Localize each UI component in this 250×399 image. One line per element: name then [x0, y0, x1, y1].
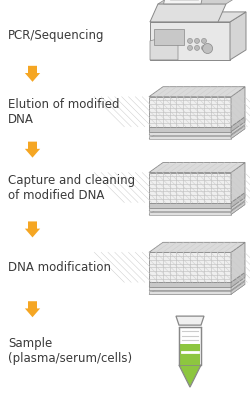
Circle shape — [188, 38, 192, 43]
Polygon shape — [149, 201, 245, 211]
Polygon shape — [231, 193, 245, 207]
Polygon shape — [149, 132, 231, 135]
Polygon shape — [149, 242, 245, 252]
Polygon shape — [149, 203, 231, 207]
Polygon shape — [231, 194, 245, 207]
Polygon shape — [149, 277, 245, 286]
Polygon shape — [231, 117, 245, 132]
Polygon shape — [150, 12, 246, 22]
Polygon shape — [149, 280, 245, 290]
Polygon shape — [231, 281, 245, 294]
Circle shape — [194, 38, 200, 43]
Polygon shape — [25, 301, 40, 317]
Polygon shape — [149, 207, 231, 211]
Polygon shape — [149, 125, 245, 135]
Polygon shape — [149, 87, 245, 97]
Polygon shape — [149, 287, 231, 290]
Polygon shape — [150, 22, 230, 60]
Polygon shape — [25, 221, 40, 237]
Polygon shape — [231, 126, 245, 139]
Polygon shape — [149, 127, 231, 132]
Bar — [180, 344, 200, 365]
Polygon shape — [149, 129, 245, 139]
Bar — [154, 29, 184, 45]
Circle shape — [202, 45, 206, 50]
Polygon shape — [149, 203, 231, 207]
Polygon shape — [149, 284, 245, 294]
Polygon shape — [231, 273, 245, 286]
Polygon shape — [176, 316, 204, 325]
Text: Sample
(plasma/serum/cells): Sample (plasma/serum/cells) — [8, 337, 132, 365]
Circle shape — [202, 38, 206, 43]
Polygon shape — [149, 282, 231, 287]
Polygon shape — [149, 162, 245, 172]
Circle shape — [194, 45, 200, 50]
Text: DNA modification: DNA modification — [8, 261, 111, 274]
Polygon shape — [179, 365, 201, 387]
Polygon shape — [231, 277, 245, 290]
Bar — [179, 327, 201, 365]
Polygon shape — [158, 0, 236, 4]
Polygon shape — [149, 291, 231, 294]
Polygon shape — [231, 118, 245, 131]
Polygon shape — [231, 273, 245, 287]
Polygon shape — [231, 198, 245, 211]
Polygon shape — [164, 0, 204, 4]
Polygon shape — [150, 4, 226, 22]
Polygon shape — [25, 66, 40, 82]
Text: Elution of modified
DNA: Elution of modified DNA — [8, 98, 119, 126]
Polygon shape — [149, 252, 231, 282]
Polygon shape — [25, 142, 40, 158]
Polygon shape — [149, 128, 231, 131]
Polygon shape — [231, 122, 245, 135]
Polygon shape — [149, 136, 231, 139]
Text: Capture and cleaning
of modified DNA: Capture and cleaning of modified DNA — [8, 174, 135, 201]
Polygon shape — [149, 121, 245, 131]
Polygon shape — [149, 197, 245, 207]
Polygon shape — [149, 283, 231, 286]
Polygon shape — [149, 205, 245, 215]
Polygon shape — [231, 87, 245, 127]
Polygon shape — [230, 12, 246, 60]
Polygon shape — [150, 33, 178, 60]
Polygon shape — [149, 172, 231, 203]
Polygon shape — [149, 97, 231, 127]
Polygon shape — [231, 201, 245, 215]
Text: PCR/Sequencing: PCR/Sequencing — [8, 30, 104, 42]
Circle shape — [188, 45, 192, 50]
Polygon shape — [149, 211, 231, 215]
Polygon shape — [231, 162, 245, 203]
Circle shape — [202, 43, 212, 53]
Polygon shape — [231, 242, 245, 282]
